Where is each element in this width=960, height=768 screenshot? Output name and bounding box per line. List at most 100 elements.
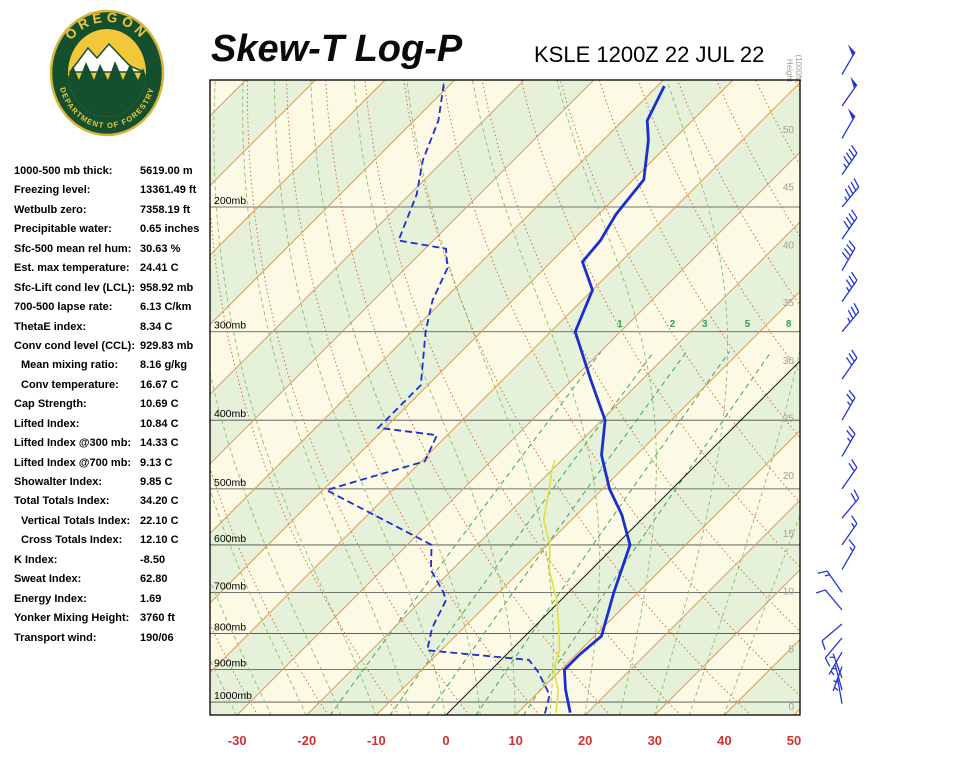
index-label: Est. max temperature:	[14, 262, 130, 275]
index-value: 9.85 C	[140, 476, 173, 488]
index-label: Sweat Index:	[14, 573, 82, 586]
svg-text:900mb: 900mb	[214, 658, 246, 670]
index-row: Yonker Mixing Height: 3760 ft	[14, 612, 214, 631]
mixing-ratio-lines	[329, 351, 772, 715]
index-value: 0.65 inches	[140, 223, 200, 236]
index-value: 16.67 C	[140, 378, 179, 391]
index-value: 12.10 C	[140, 534, 179, 547]
pressure-labels: 200mb 300mb 400mb 500mb 600mb 700mb 800mb 900mb…	[214, 195, 252, 702]
wind-barb	[824, 637, 843, 667]
index-label: Yonker Mixing Height:	[14, 612, 130, 625]
wind-barb	[841, 108, 856, 139]
svg-text:50: 50	[787, 733, 801, 748]
svg-text:5: 5	[788, 644, 794, 655]
wind-barb	[833, 677, 843, 704]
wind-barb	[841, 144, 858, 175]
svg-text:35: 35	[783, 298, 795, 309]
index-label: Vertical Totals Index:	[21, 514, 131, 527]
index-row: Transport wind: 190/06	[14, 632, 214, 651]
index-value: 190/06	[140, 631, 174, 644]
svg-text:1: 1	[617, 319, 623, 330]
index-value: -8.50	[140, 553, 166, 566]
index-label: 1000-500 mb thick:	[14, 165, 113, 177]
index-label: Sfc-Lift cond lev (LCL):	[14, 281, 135, 294]
svg-text:3: 3	[702, 319, 708, 330]
index-value: 10.84 C	[140, 417, 179, 430]
index-value: 22.10 C	[140, 514, 179, 527]
index-row: Conv temperature: 16.67 C	[14, 379, 214, 398]
moist-adiabats	[210, 80, 800, 715]
index-row: Wetbulb zero: 7358.19 ft	[14, 204, 214, 223]
index-value: 9.13 C	[140, 456, 173, 469]
height-axis-title-2: (1000ft)	[794, 54, 803, 82]
svg-text:-20: -20	[297, 733, 316, 748]
svg-text:8: 8	[786, 319, 792, 330]
index-row: 700-500 lapse rate: 6.13 C/km	[14, 301, 214, 320]
wind-barb	[841, 303, 860, 333]
wind-barb	[841, 459, 858, 490]
index-value: 62.80	[140, 573, 168, 586]
index-label: Sfc-500 mean rel hum:	[14, 242, 132, 255]
index-row: Cross Totals Index: 12.10 C	[14, 534, 214, 553]
wind-barb	[841, 389, 856, 421]
indices-panel: 1000-500 mb thick: 5619.00 m Freezing leve…	[14, 165, 214, 651]
index-label: Lifted Index @700 mb:	[14, 456, 132, 469]
index-label: K Index:	[14, 553, 58, 566]
dry-adiabats	[210, 80, 800, 715]
svg-text:2: 2	[670, 319, 676, 330]
wind-barb-column	[815, 44, 860, 704]
wind-barb	[841, 489, 860, 519]
svg-text:25: 25	[783, 414, 795, 425]
index-label: Total Totals Index:	[14, 495, 110, 508]
temperature-trace	[562, 85, 666, 713]
wind-barb	[841, 44, 856, 75]
index-label: 700-500 lapse rate:	[14, 301, 113, 314]
svg-text:500mb: 500mb	[214, 477, 246, 489]
wind-barb	[841, 271, 858, 302]
index-label: Transport wind:	[14, 631, 97, 644]
index-row: Showalter Index: 9.85 C	[14, 476, 214, 495]
svg-text:200mb: 200mb	[214, 195, 246, 207]
svg-text:40: 40	[783, 240, 795, 251]
index-value: 14.33 C	[140, 437, 179, 450]
index-label: Lifted Index:	[14, 417, 80, 430]
svg-text:1000mb: 1000mb	[214, 690, 252, 702]
index-row: Freezing level: 13361.49 ft	[14, 184, 214, 203]
index-value: 958.92 mb	[140, 281, 194, 294]
index-value: 7358.19 ft	[140, 203, 191, 216]
wind-barb	[829, 653, 843, 679]
index-row: ThetaE index: 8.34 C	[14, 321, 214, 340]
index-label: Cap Strength:	[14, 398, 87, 411]
index-value: 3760 ft	[140, 612, 175, 625]
index-label: Precipitable water:	[14, 223, 112, 236]
index-row: Energy Index: 1.69	[14, 593, 214, 612]
svg-text:50: 50	[783, 125, 795, 136]
index-row: Vertical Totals Index: 22.10 C	[14, 515, 214, 534]
svg-text:800mb: 800mb	[214, 621, 246, 633]
svg-text:15: 15	[783, 529, 795, 540]
index-row: Lifted Index @700 mb: 9.13 C	[14, 457, 214, 476]
index-value: 1.69	[140, 592, 162, 605]
index-value: 5619.00 m	[140, 165, 193, 177]
wind-barb	[841, 539, 856, 570]
wind-barb	[828, 651, 843, 676]
index-label: Lifted Index @300 mb:	[14, 437, 132, 450]
index-value: 929.83 mb	[140, 339, 194, 352]
index-row: Sweat Index: 62.80	[14, 573, 214, 592]
svg-text:20: 20	[783, 471, 795, 482]
temp-axis-labels: -30 -20 -10 0 10 20 30 40 50	[228, 733, 801, 748]
svg-text:20: 20	[578, 733, 592, 748]
svg-text:600mb: 600mb	[214, 533, 246, 545]
index-label: ThetaE index:	[14, 320, 87, 333]
svg-text:300mb: 300mb	[214, 320, 246, 332]
odf-logo: OREGON DEPARTMENT OF FORESTRY	[49, 10, 165, 137]
svg-text:400mb: 400mb	[214, 408, 246, 420]
index-value: 34.20 C	[140, 495, 179, 508]
index-label: Conv cond level (CCL):	[14, 339, 136, 352]
height-axis-labels: 0 5 10 15 20 25 30 35 40 45 50 Height (1000ft)	[783, 54, 803, 713]
index-row: Precipitable water: 0.65 inches	[14, 223, 214, 242]
wind-barb	[841, 240, 856, 272]
index-label: Mean mixing ratio:	[21, 359, 119, 372]
